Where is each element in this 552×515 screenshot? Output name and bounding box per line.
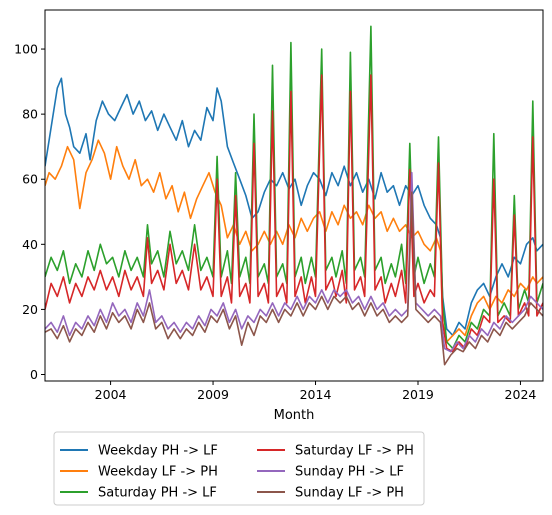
y-tick-label: 40 — [22, 237, 38, 252]
series-line-2 — [45, 139, 543, 343]
legend-label: Sunday PH -> LF — [295, 465, 404, 480]
legend-label: Weekday PH -> LF — [98, 444, 218, 459]
x-axis-label: Month — [274, 408, 315, 423]
series-line-4 — [45, 74, 543, 353]
legend-box — [53, 431, 425, 506]
y-tick-label: 100 — [14, 42, 38, 57]
series-line-5 — [45, 171, 543, 353]
legend: Weekday PH -> LF Weekday LF -> PH Saturday… — [53, 431, 425, 506]
x-tick-label: 2004 — [95, 387, 127, 402]
legend-label: Sunday LF -> PH — [295, 486, 404, 501]
legend-label: Saturday PH -> LF — [98, 486, 217, 501]
plot-area — [45, 25, 543, 366]
y-axis: 0 20 40 60 80 100 — [14, 42, 45, 382]
axes-frame — [44, 9, 544, 382]
series-line-6 — [45, 191, 543, 366]
x-tick-label: 2014 — [300, 387, 332, 402]
x-tick-label: 2009 — [197, 387, 229, 402]
x-tick-label: 2024 — [505, 387, 537, 402]
legend-label: Weekday LF -> PH — [98, 465, 218, 480]
y-tick-label: 0 — [30, 367, 38, 382]
y-tick-label: 20 — [22, 302, 38, 317]
x-axis: 2004 2009 2014 2019 2024 — [95, 381, 537, 402]
y-tick-label: 60 — [22, 172, 38, 187]
x-tick-label: 2019 — [402, 387, 434, 402]
series-line-3 — [45, 25, 543, 350]
legend-label: Saturday LF -> PH — [295, 444, 414, 459]
y-tick-label: 80 — [22, 107, 38, 122]
